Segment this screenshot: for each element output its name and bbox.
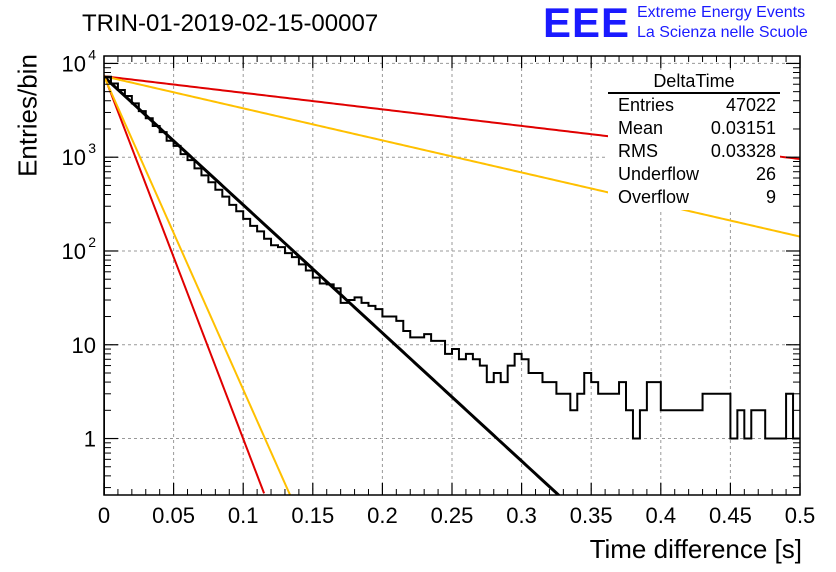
x-tick-label: 0.2 xyxy=(367,503,398,528)
x-tick-label: 0.3 xyxy=(506,503,537,528)
x-tick-label: 0.35 xyxy=(570,503,613,528)
y-tick-label: 10 xyxy=(62,51,86,76)
stats-key: RMS xyxy=(618,141,658,161)
x-tick-label: 0.5 xyxy=(785,503,816,528)
stats-key: Mean xyxy=(618,118,664,138)
y-tick-exponent: 2 xyxy=(88,234,96,250)
stats-box-title: DeltaTime xyxy=(608,70,780,94)
logo-text-line1: Extreme Energy Events xyxy=(637,4,806,21)
stats-value: 0.03328 xyxy=(710,141,776,161)
logo-text-line2: La Scienza nelle Scuole xyxy=(637,24,808,41)
x-tick-label: 0.15 xyxy=(291,503,334,528)
y-axis-label: Entries/bin xyxy=(12,54,43,177)
stats-value: 9 xyxy=(765,187,776,207)
x-tick-label: 0.4 xyxy=(646,503,677,528)
x-axis-label: Time difference [s] xyxy=(589,534,802,564)
x-tick-label: 0.45 xyxy=(709,503,752,528)
y-tick-label: 10 xyxy=(62,145,86,170)
y-tick-exponent: 3 xyxy=(88,140,96,156)
histogram-steps xyxy=(104,75,800,495)
y-tick-label: 10 xyxy=(62,239,86,264)
y-tick-label: 1 xyxy=(84,427,96,452)
stats-box: DeltaTime Entries 47022 Mean 0.03151 RMS… xyxy=(608,70,780,210)
reference-curve xyxy=(104,74,266,494)
x-tick-label: 0 xyxy=(98,503,110,528)
y-tick-exponent: 4 xyxy=(88,46,96,62)
x-tick-label: 0.05 xyxy=(152,503,195,528)
stats-value: 0.03151 xyxy=(710,118,776,138)
stats-key: Overflow xyxy=(618,187,690,207)
x-tick-label: 0.25 xyxy=(431,503,474,528)
y-tick-label: 10 xyxy=(72,333,96,358)
stats-value: 26 xyxy=(755,164,776,184)
stats-key: Underflow xyxy=(618,164,700,184)
reference-curve xyxy=(104,75,292,495)
stats-value: 47022 xyxy=(725,95,776,115)
x-tick-label: 0.1 xyxy=(228,503,259,528)
chart-title: TRIN-01-2019-02-15-00007 xyxy=(82,10,379,37)
stats-key: Entries xyxy=(618,95,675,115)
eee-logo: EEE xyxy=(543,0,631,46)
